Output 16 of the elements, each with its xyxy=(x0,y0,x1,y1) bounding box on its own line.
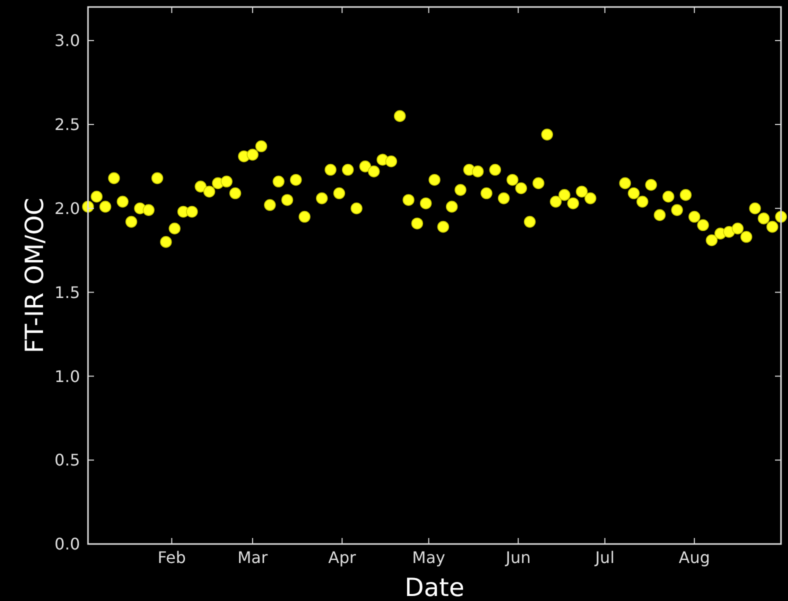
x-tick-label: May xyxy=(412,548,446,567)
x-tick-label: Jul xyxy=(594,548,615,567)
x-tick-label: Mar xyxy=(237,548,268,567)
y-tick-label: 2.0 xyxy=(54,198,80,218)
x-tick-label: Aug xyxy=(678,548,710,567)
y-tick-label: 0.5 xyxy=(54,450,80,470)
x-tick-label: Jun xyxy=(504,548,531,567)
y-tick-label: 0.0 xyxy=(54,534,80,554)
y-tick-label: 1.0 xyxy=(54,366,80,386)
x-tick-label: Apr xyxy=(328,548,356,567)
x-axis-title: Date xyxy=(404,573,464,601)
y-axis-title: FT-IR OM/OC xyxy=(20,198,49,354)
y-tick-label: 2.5 xyxy=(54,115,80,134)
x-tick-label: Feb xyxy=(158,548,186,567)
y-tick-label: 1.5 xyxy=(54,282,80,302)
y-tick-label: 3.0 xyxy=(54,31,80,50)
